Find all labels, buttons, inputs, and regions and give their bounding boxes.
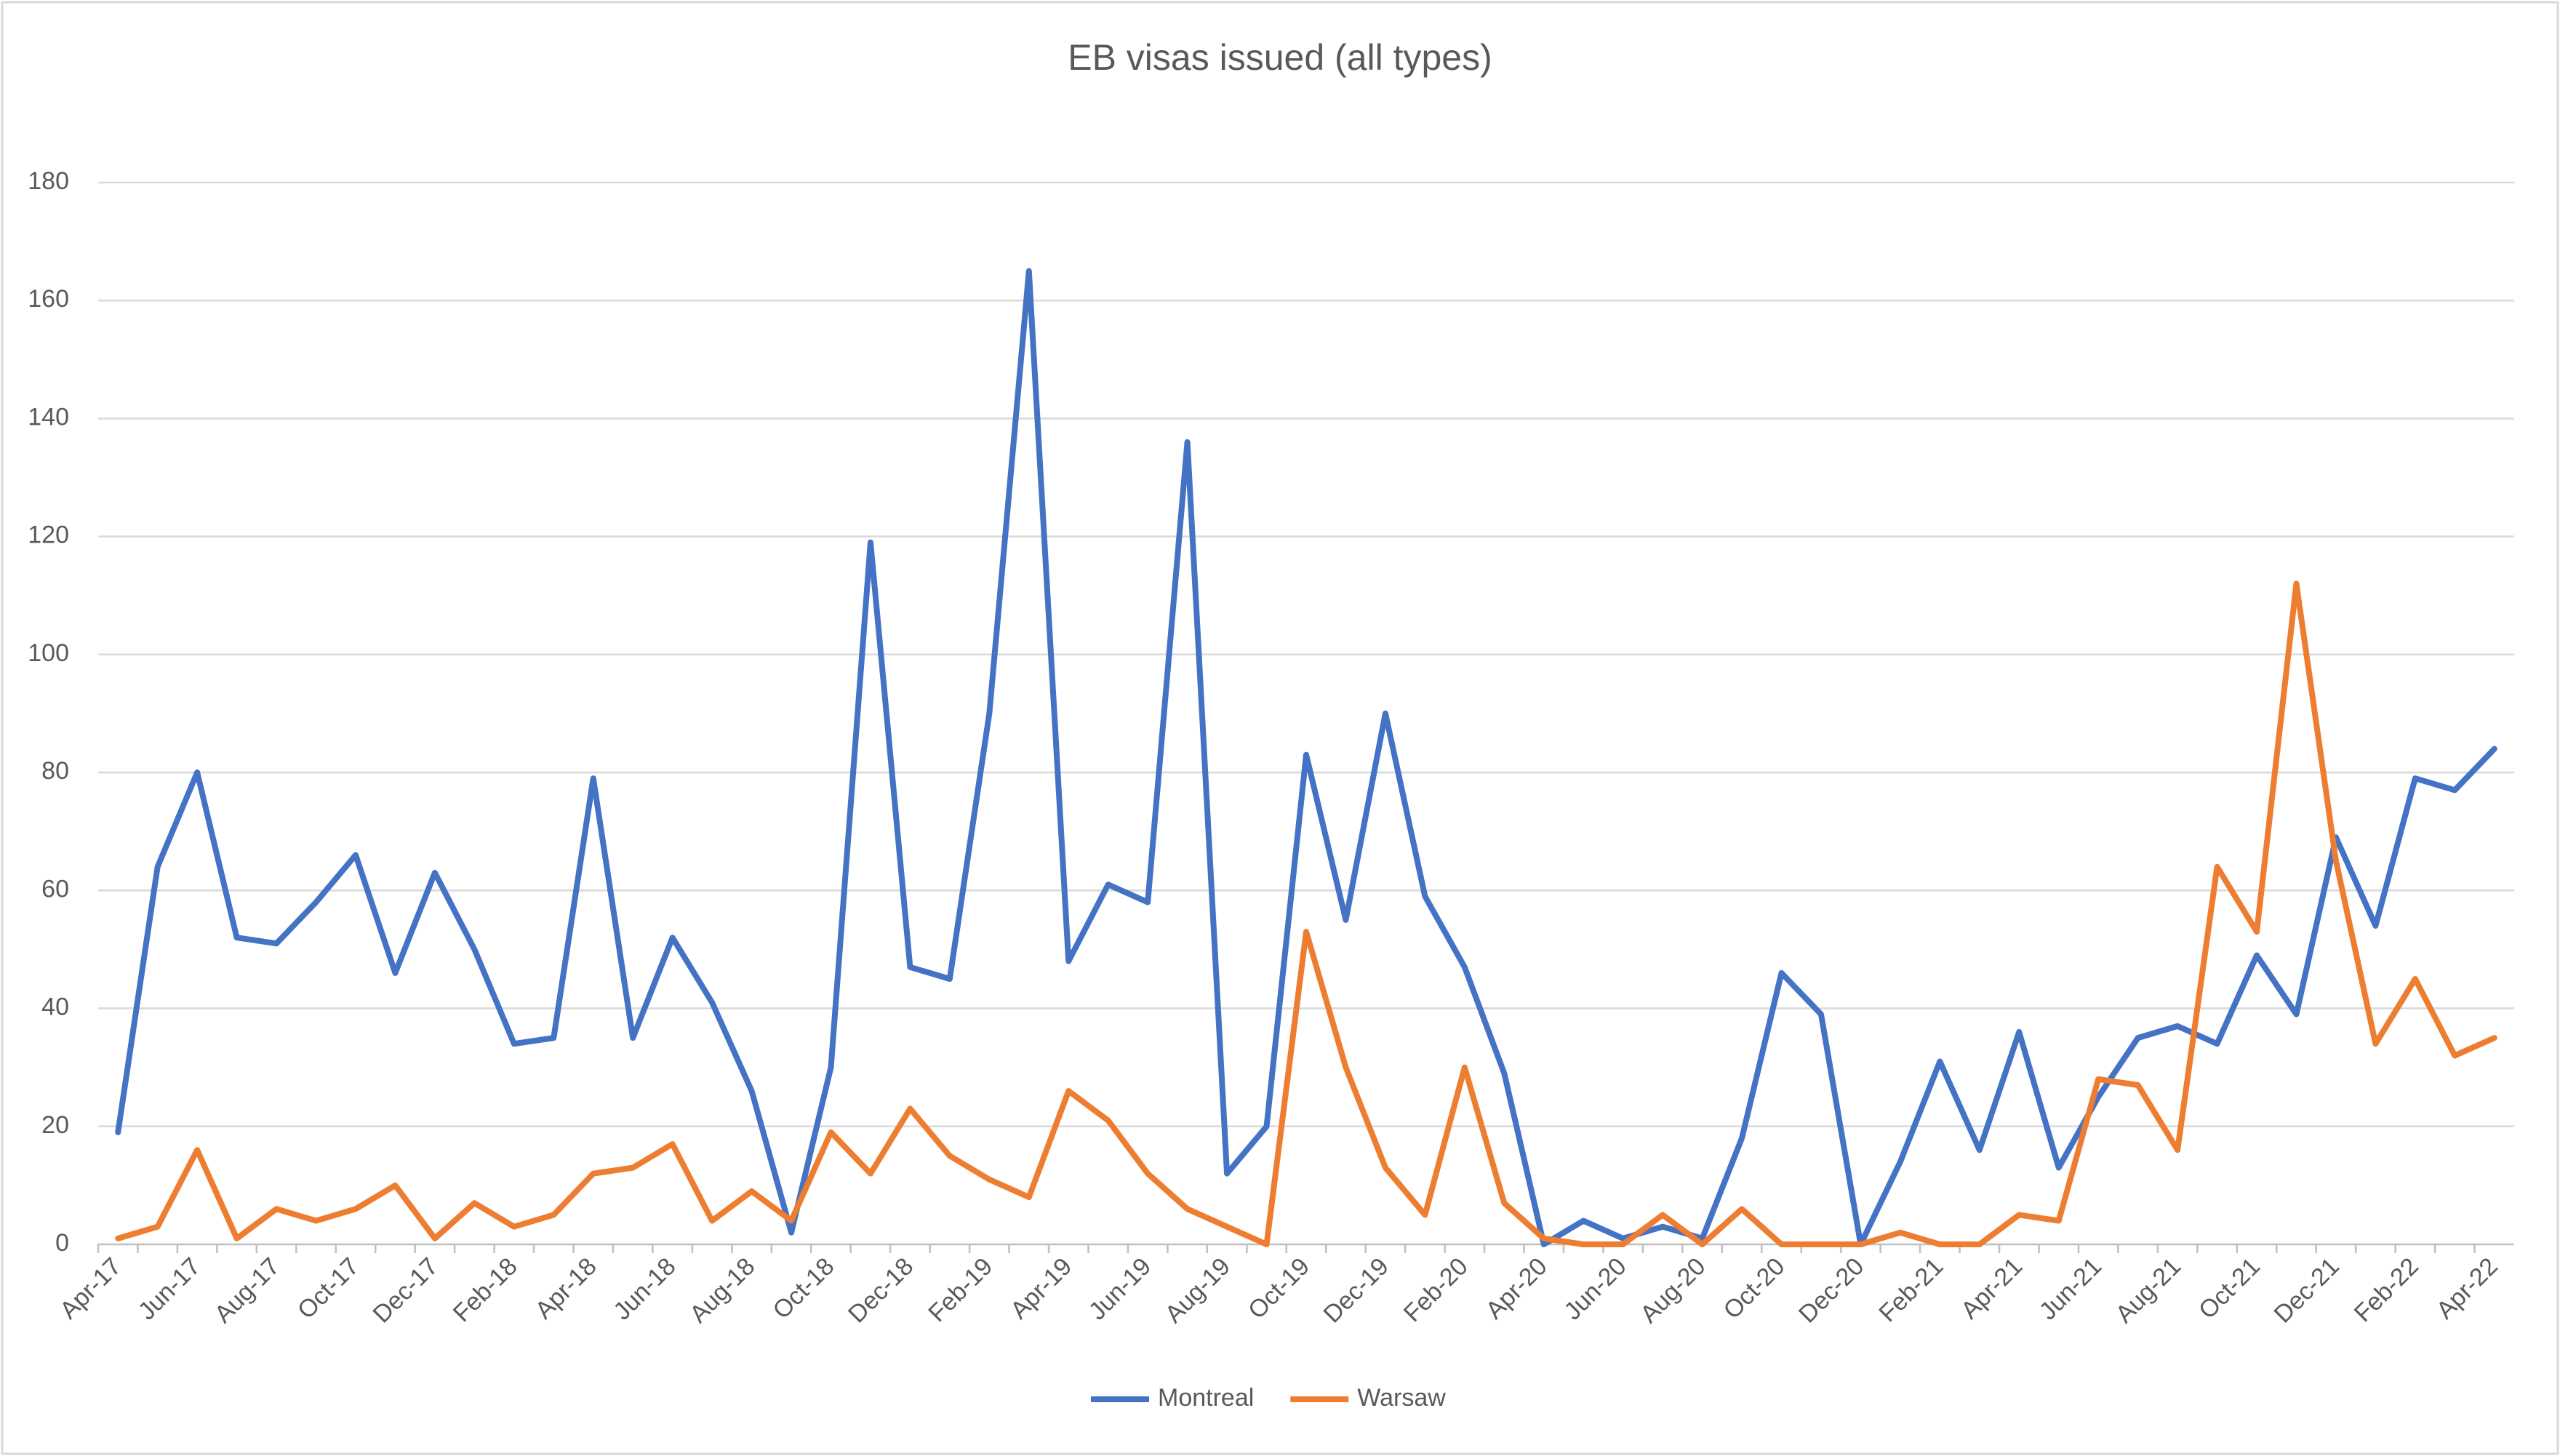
- y-tick-label: 20: [41, 1111, 69, 1139]
- y-tick-label: 120: [28, 521, 69, 549]
- legend-label: Warsaw: [1357, 1384, 1446, 1412]
- y-tick-label: 60: [41, 875, 69, 903]
- line-series: [115, 268, 2497, 1247]
- chart-title: EB visas issued (all types): [1068, 37, 1492, 78]
- y-tick-label: 100: [28, 639, 69, 667]
- y-tick-label: 180: [28, 167, 69, 195]
- y-tick-label: 80: [41, 757, 69, 785]
- y-tick-label: 40: [41, 993, 69, 1021]
- line-series: [115, 580, 2497, 1247]
- y-tick-label: 0: [55, 1229, 69, 1257]
- legend-label: Montreal: [1158, 1384, 1254, 1412]
- y-tick-label: 160: [28, 285, 69, 313]
- y-tick-label: 140: [28, 403, 69, 431]
